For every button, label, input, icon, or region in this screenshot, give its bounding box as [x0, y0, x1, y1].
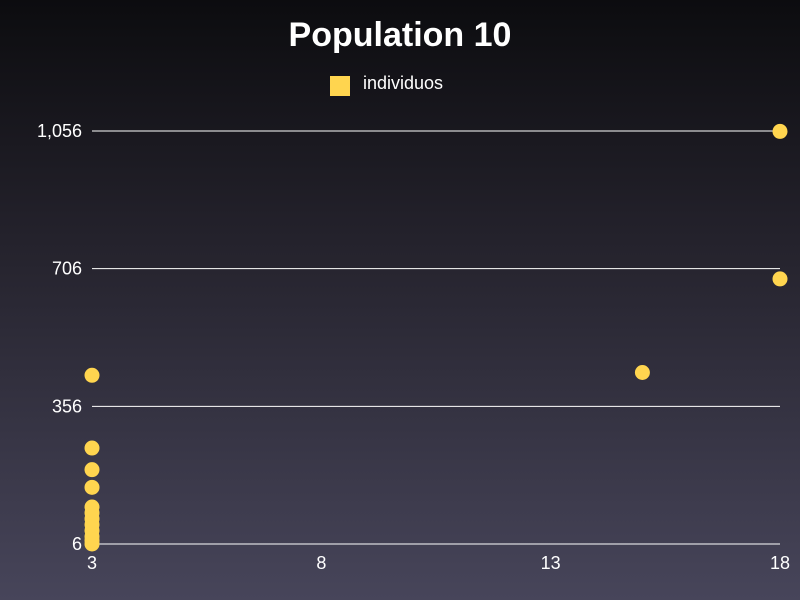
data-point [84, 499, 100, 515]
y-axis-ticks: 6 356 706 1,056 [37, 121, 82, 554]
legend: individuos [330, 73, 443, 96]
data-points [84, 123, 788, 552]
x-tick-label: 8 [316, 553, 326, 573]
x-tick-label: 18 [770, 553, 790, 573]
x-axis-ticks: 3 8 13 18 [87, 553, 790, 573]
y-tick-label: 1,056 [37, 121, 82, 141]
legend-swatch [330, 76, 350, 96]
data-point [84, 462, 100, 478]
data-point [84, 440, 100, 456]
y-tick-label: 6 [72, 534, 82, 554]
data-point [634, 365, 650, 381]
data-point [84, 479, 100, 495]
data-point [84, 367, 100, 383]
data-point [772, 123, 788, 139]
gridlines [92, 130, 780, 545]
x-tick-label: 13 [541, 553, 561, 573]
y-tick-label: 706 [52, 259, 82, 279]
legend-label: individuos [363, 73, 443, 93]
data-point [772, 271, 788, 287]
chart-title: Population 10 [289, 16, 512, 54]
y-tick-label: 356 [52, 396, 82, 416]
x-tick-label: 3 [87, 553, 97, 573]
